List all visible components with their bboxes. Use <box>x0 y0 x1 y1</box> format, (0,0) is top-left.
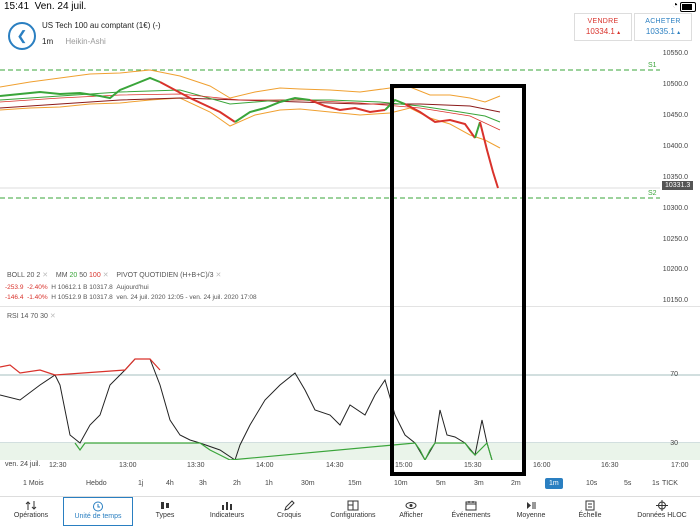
price-tick: 10150.0 <box>662 297 688 304</box>
timeframe-1h[interactable]: 1h <box>265 480 273 487</box>
timeframe-1j[interactable]: 1j <box>138 480 144 487</box>
timeframe-3m[interactable]: 3m <box>474 480 484 487</box>
time-tick: 13:00 <box>119 462 137 469</box>
back-button[interactable]: ❮ <box>8 22 36 50</box>
sell-button[interactable]: VENDRE 10334.1 ▴ <box>574 13 632 41</box>
tab-configurations[interactable]: Configurations <box>320 497 386 526</box>
price-tick: 10250.0 <box>662 236 688 243</box>
time-tick: 14:00 <box>256 462 274 469</box>
wifi-icon: ◔ <box>671 0 678 11</box>
tab-afficher[interactable]: Afficher <box>386 497 436 526</box>
time-tick: 16:30 <box>601 462 619 469</box>
sell-price: 10334.1 ▴ <box>585 27 621 36</box>
rsi-tick-70: 70 <box>670 371 678 378</box>
price-tick: 10300.0 <box>662 205 688 212</box>
buy-price: 10335.1 ▴ <box>645 27 681 36</box>
clock-icon <box>93 501 103 512</box>
calendar-icon <box>465 501 477 511</box>
instrument-subtitle: 1m Heikin-Ashi <box>42 37 106 46</box>
timeframe-30m[interactable]: 30m <box>301 480 315 487</box>
battery-icon <box>680 2 696 12</box>
buy-label: ACHETER <box>645 18 681 25</box>
bars-icon <box>222 502 232 510</box>
tab-echelle[interactable]: Échelle <box>562 497 618 526</box>
timeframe-1s[interactable]: 1s <box>652 480 660 487</box>
timeframe-2h[interactable]: 2h <box>233 480 241 487</box>
sell-label: VENDRE <box>587 18 619 25</box>
tab-indicateurs[interactable]: Indicateurs <box>196 497 258 526</box>
timeframe-5s[interactable]: 5s <box>624 480 632 487</box>
timeframe-3h[interactable]: 3h <box>199 480 207 487</box>
buy-button[interactable]: ACHETER 10335.1 ▴ <box>634 13 692 41</box>
price-tick: 10200.0 <box>662 266 688 273</box>
boll-legend[interactable]: BOLL 20 2 ✕ <box>7 272 49 279</box>
stats-row-1: -253.9 -2.40% H 10612.1 B 10317.8 Aujour… <box>5 284 149 291</box>
bottom-tab-bar: Opérations Unité de temps Types Indicate… <box>0 496 700 526</box>
timeframe-4h[interactable]: 4h <box>166 480 174 487</box>
pivot-s2-label: S2 <box>648 190 657 197</box>
close-icon: ✕ <box>215 272 222 279</box>
timeframe-hebdo[interactable]: Hebdo <box>86 480 107 487</box>
pencil-icon <box>284 500 295 511</box>
panel-divider <box>0 306 700 307</box>
layout-icon <box>347 500 359 511</box>
chart-style-label: Heikin-Ashi <box>65 37 106 46</box>
highlight-box <box>390 84 526 476</box>
timeframe-1m[interactable]: 1m <box>545 478 563 489</box>
pivot-s1-label: S1 <box>648 62 657 69</box>
status-bar: 15:41 Ven. 24 juil. ◔ <box>0 0 700 14</box>
price-tick: 10550.0 <box>662 50 688 57</box>
candlestick-icon <box>161 502 169 509</box>
transfer-icon <box>25 501 37 510</box>
time-axis-date: ven. 24 juil. <box>5 461 41 468</box>
average-icon <box>527 502 536 509</box>
timeframe-2m[interactable]: 2m <box>511 480 521 487</box>
price-tick: 10350.0 <box>662 174 688 181</box>
timeframe-bar: 1 Mois Hebdo 1j 4h 3h 2h 1h 30m 15m 10m … <box>0 475 700 495</box>
current-price-tag: 10331.3 <box>662 181 694 190</box>
tab-operations[interactable]: Opérations <box>0 497 62 526</box>
price-tick: 10500.0 <box>662 81 688 88</box>
timeframe-10s[interactable]: 10s <box>586 480 598 487</box>
tab-donnees-hloc[interactable]: Données HLOC <box>626 497 698 526</box>
timeframe-15m[interactable]: 15m <box>348 480 362 487</box>
instrument-title: US Tech 100 au comptant (1€) (-) <box>42 21 161 30</box>
status-time: 15:41 Ven. 24 juil. <box>4 1 87 12</box>
time-tick: 16:00 <box>533 462 551 469</box>
rsi-legend[interactable]: RSI 14 70 30 ✕ <box>7 313 56 320</box>
close-icon: ✕ <box>49 313 56 320</box>
tab-evenements[interactable]: Événements <box>440 497 502 526</box>
time-tick: 12:30 <box>49 462 67 469</box>
rsi-chart[interactable] <box>0 325 700 460</box>
mm-legend[interactable]: MM 20 50 100 ✕ <box>55 272 109 279</box>
time-tick: 15:00 <box>395 462 413 469</box>
close-icon: ✕ <box>102 272 109 279</box>
price-tick: 10450.0 <box>662 112 688 119</box>
close-icon: ✕ <box>42 272 49 279</box>
tab-unite-de-temps[interactable]: Unité de temps <box>63 497 133 526</box>
time-tick: 15:30 <box>464 462 482 469</box>
tab-moyenne[interactable]: Moyenne <box>502 497 560 526</box>
time-tick: 13:30 <box>187 462 205 469</box>
stats-row-2: -146.4 -1.40% H 10512.9 B 10317.8 ven. 2… <box>5 294 257 301</box>
price-tick: 10400.0 <box>662 143 688 150</box>
eye-icon <box>405 502 417 509</box>
tab-types[interactable]: Types <box>134 497 196 526</box>
time-tick: 14:30 <box>326 462 344 469</box>
crosshair-icon <box>656 500 668 511</box>
timeframe-5m[interactable]: 5m <box>436 480 446 487</box>
timeframe-10m[interactable]: 10m <box>394 480 408 487</box>
timeframe-label: 1m <box>42 37 54 46</box>
pivot-legend[interactable]: PIVOT QUOTIDIEN (H+B+C)/3 ✕ <box>116 272 222 279</box>
indicator-legend: BOLL 20 2 ✕ MM 20 50 100 ✕ PIVOT QUOTIDIEN… <box>7 271 221 279</box>
price-chart[interactable] <box>0 60 700 220</box>
timeframe-1-mois[interactable]: 1 Mois <box>23 480 44 487</box>
time-tick: 17:00 <box>671 462 689 469</box>
timeframe-tick[interactable]: TICK <box>662 480 678 487</box>
tab-croquis[interactable]: Croquis <box>258 497 320 526</box>
rsi-tick-30: 30 <box>670 440 678 447</box>
scale-icon <box>585 500 595 511</box>
